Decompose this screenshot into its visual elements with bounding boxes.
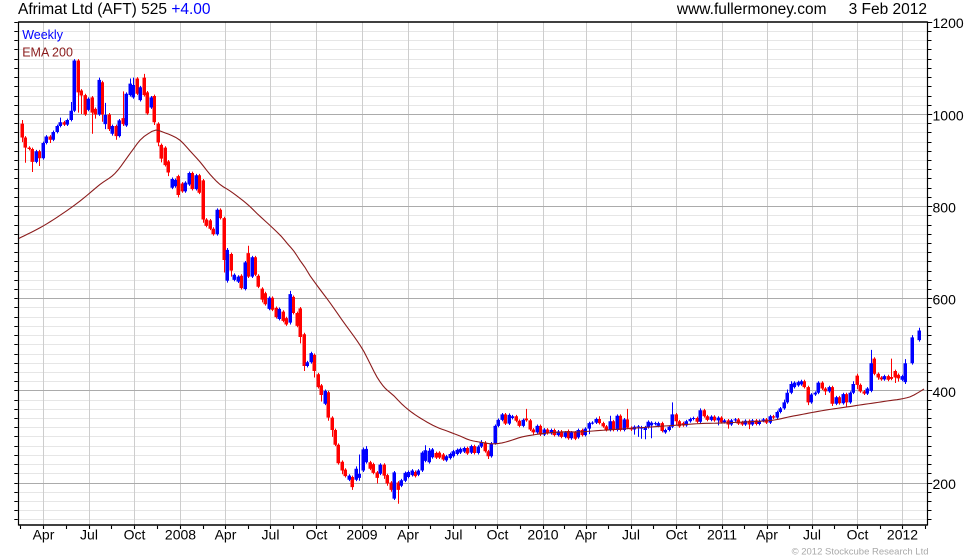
svg-text:200: 200 xyxy=(933,476,957,492)
svg-text:© 2012 Stockcube Research Ltd: © 2012 Stockcube Research Ltd xyxy=(792,547,929,558)
svg-text:Jul: Jul xyxy=(445,527,463,543)
svg-text:Oct: Oct xyxy=(666,527,688,543)
svg-text:Oct: Oct xyxy=(124,527,146,543)
svg-text:400: 400 xyxy=(933,384,957,400)
svg-text:2011: 2011 xyxy=(707,527,737,543)
svg-text:Apr: Apr xyxy=(756,527,778,543)
svg-text:www.fullermoney.com: www.fullermoney.com xyxy=(676,1,827,18)
svg-text:Oct: Oct xyxy=(847,527,869,543)
svg-text:Oct: Oct xyxy=(487,527,509,543)
svg-text:Afrimat Ltd (AFT) 525 +4.00: Afrimat Ltd (AFT) 525 +4.00 xyxy=(18,1,211,18)
svg-text:1200: 1200 xyxy=(933,15,964,31)
svg-text:Apr: Apr xyxy=(575,527,597,543)
svg-text:2009: 2009 xyxy=(346,527,377,543)
svg-text:Jul: Jul xyxy=(622,527,640,543)
svg-text:800: 800 xyxy=(933,199,957,215)
svg-text:EMA 200: EMA 200 xyxy=(22,45,73,59)
svg-text:1000: 1000 xyxy=(933,107,964,123)
svg-text:600: 600 xyxy=(933,292,957,308)
svg-text:Jul: Jul xyxy=(262,527,280,543)
svg-text:2012: 2012 xyxy=(887,527,918,543)
svg-text:2010: 2010 xyxy=(527,527,558,543)
svg-text:Apr: Apr xyxy=(215,527,237,543)
svg-text:Oct: Oct xyxy=(306,527,328,543)
svg-text:Jul: Jul xyxy=(803,527,821,543)
svg-text:Jul: Jul xyxy=(80,527,98,543)
svg-text:3 Feb 2012: 3 Feb 2012 xyxy=(849,1,927,18)
svg-text:Weekly: Weekly xyxy=(22,28,64,42)
svg-text:Apr: Apr xyxy=(33,527,55,543)
svg-text:2008: 2008 xyxy=(165,527,196,543)
svg-text:Apr: Apr xyxy=(397,527,419,543)
